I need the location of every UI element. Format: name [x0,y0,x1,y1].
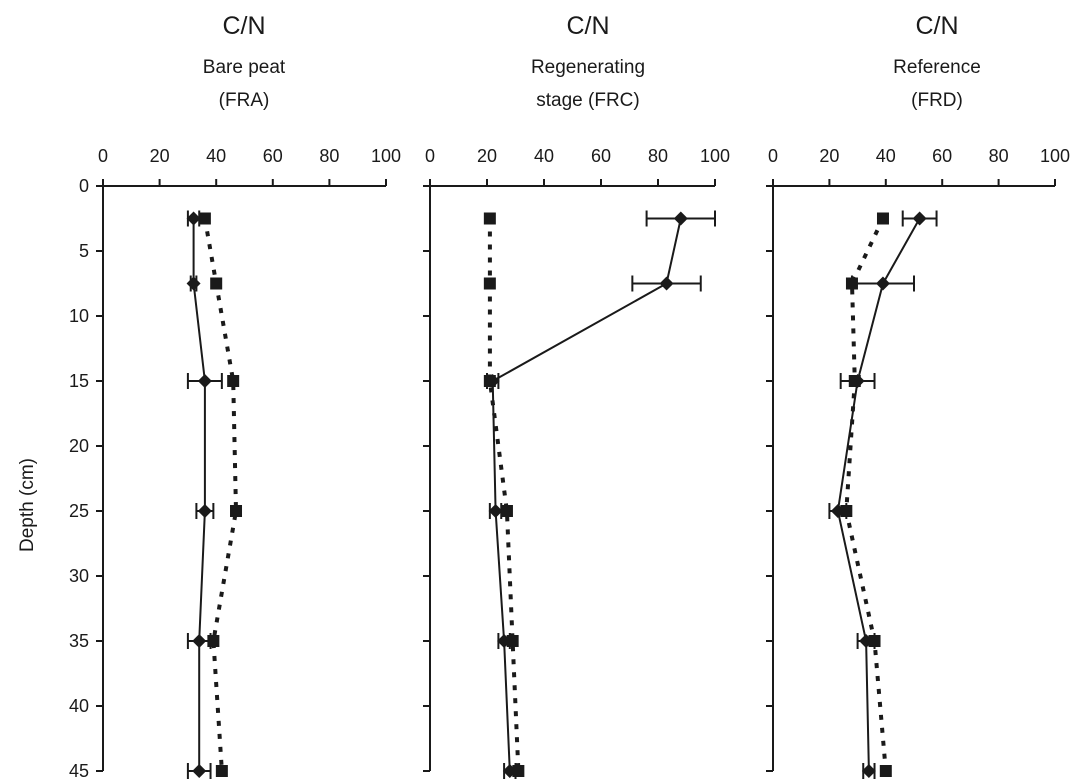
data-point-diamond [673,211,688,226]
data-point-square [840,505,853,517]
data-point-square [483,212,496,225]
panel-subtitle-line-1: Regenerating [531,57,645,78]
data-point-square [210,277,223,290]
x-tick-label: 40 [206,146,226,166]
panel-subtitle-line-2: (FRD) [911,90,963,111]
y-tick-label: 0 [79,176,89,196]
x-tick-label: 0 [425,146,435,166]
panel-title: C/N [222,12,265,40]
data-point-square [207,635,220,647]
data-point-diamond [197,374,212,388]
y-tick-label: 45 [69,761,89,781]
data-point-diamond [861,764,876,778]
y-tick-label: 30 [69,566,89,586]
chart-panel-2: 0 20 40 60 80 100 [423,146,730,779]
data-point-diamond [912,211,927,226]
y-axis-title: Depth (cm) [17,458,38,552]
data-point-diamond [192,634,207,648]
panel-subtitle-line-2: (FRA) [219,90,270,111]
x-tick-label: 40 [876,146,896,166]
data-point-square [230,505,243,517]
x-tick-label: 100 [700,146,730,166]
data-point-diamond [875,276,890,291]
panel-title: C/N [566,12,609,40]
data-point-square [198,212,211,225]
data-point-square [848,375,861,387]
x-tick-label: 0 [98,146,108,166]
data-point-square [500,505,513,517]
data-point-square [483,375,496,387]
data-point-diamond [186,276,201,291]
series-2-line [844,217,888,772]
panel-bare-peat: C/N Bare peat (FRA) [203,12,286,111]
x-tick-label: 60 [932,146,952,166]
x-tick-label: 20 [477,146,497,166]
x-tick-label: 60 [591,146,611,166]
data-point-diamond [659,276,674,291]
y-tick-label: 10 [69,306,89,326]
y-tick-label: 40 [69,696,89,716]
panel-regenerating-stage: C/N Regenerating stage (FRC) [531,12,645,111]
x-tick-label: 20 [150,146,170,166]
data-point-diamond [192,764,207,778]
data-point-diamond [488,504,503,518]
x-tick-label: 40 [534,146,554,166]
chart-marks: 0 20 40 60 80 100 0 5 10 15 20 25 30 35 40 45 0 20 40 60 80 1… [69,146,1070,781]
data-point-square [845,277,858,290]
chart-panel-3: 0 20 40 60 80 100 [766,146,1070,779]
data-point-square [483,277,496,290]
x-tick-label: 80 [319,146,339,166]
data-point-diamond [197,504,212,518]
series-1-line [491,218,682,772]
chart-panel-1: 0 20 40 60 80 100 0 5 10 15 20 25 30 35 40 45 [69,146,401,781]
y-tick-label: 25 [69,501,89,521]
data-point-square [879,765,892,777]
data-point-square [868,635,881,647]
x-tick-label: 100 [1040,146,1070,166]
data-point-square [506,635,519,647]
x-tick-label: 0 [768,146,778,166]
panel-subtitle-line-2: stage (FRC) [536,90,639,111]
y-tick-label: 15 [69,371,89,391]
data-point-square [227,375,240,387]
data-point-diamond [186,211,201,226]
y-tick-label: 5 [79,241,89,261]
panel-subtitle-line-1: Reference [893,57,981,78]
y-tick-label: 35 [69,631,89,651]
x-tick-label: 20 [819,146,839,166]
series-2-line [487,218,521,772]
y-tick-label: 20 [69,436,89,456]
x-tick-label: 100 [371,146,401,166]
panel-reference: C/N Reference (FRD) [893,12,981,111]
x-tick-label: 80 [989,146,1009,166]
data-point-square [215,765,228,777]
x-tick-label: 80 [648,146,668,166]
series-2-line [202,218,239,772]
series-1-line [836,218,921,772]
panel-title: C/N [915,12,958,40]
series-1-line [192,218,206,771]
data-point-square [512,765,525,777]
panel-subtitle-line-1: Bare peat [203,57,286,78]
x-tick-label: 60 [263,146,283,166]
data-point-square [876,212,889,225]
